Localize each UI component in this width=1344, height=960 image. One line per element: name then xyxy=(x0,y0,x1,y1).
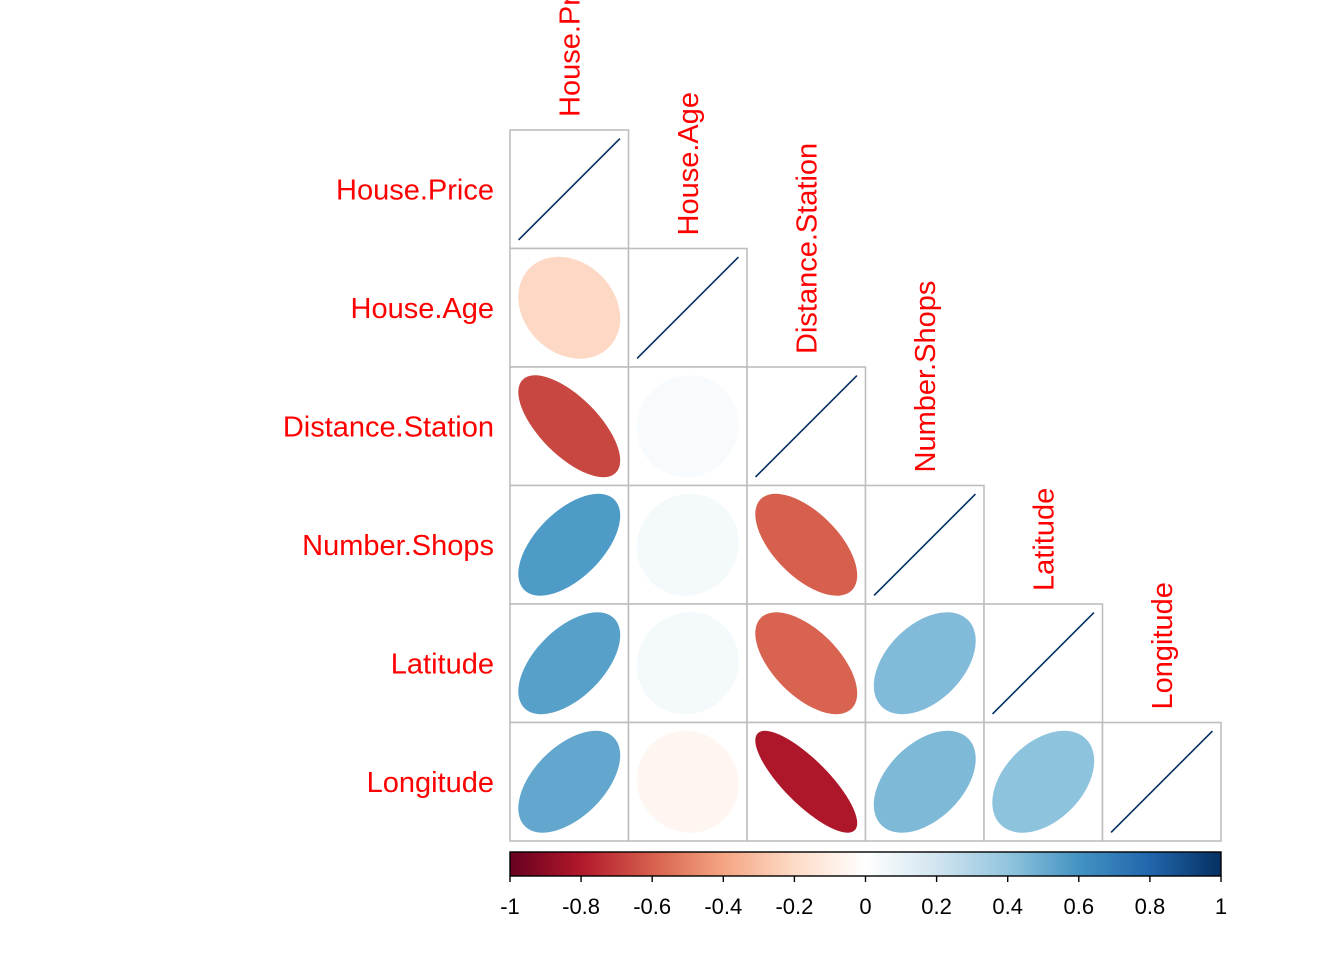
diagonal-line-mark xyxy=(636,256,740,360)
cell-latitude-distance-station xyxy=(746,603,867,724)
colorbar-tick-label: 0.6 xyxy=(1064,894,1095,919)
ellipse-mark xyxy=(636,375,739,478)
cell-distance-station-distance-station xyxy=(746,366,867,487)
colorbar: -1 -0.8 -0.6 -0.4 -0.2 0 0.2 0.4 0.6 0.8 1 xyxy=(500,851,1227,919)
row-label-house-age: House.Age xyxy=(351,293,495,325)
row-label-number-shops: Number.Shops xyxy=(302,530,494,562)
colorbar-tick-label: 0.4 xyxy=(992,894,1023,919)
cell-number-shops-distance-station xyxy=(746,484,867,605)
cell-number-shops-house-price xyxy=(509,484,630,605)
diagonal-line-mark xyxy=(754,374,858,478)
column-label-number-shops: Number.Shops xyxy=(910,281,942,473)
colorbar-gradient xyxy=(509,851,1222,877)
ellipse-mark xyxy=(518,493,621,596)
colorbar-tick-label: -0.4 xyxy=(704,894,742,919)
column-label-distance-station: Distance.Station xyxy=(791,143,823,354)
cell-longitude-longitude xyxy=(1101,721,1222,842)
correlation-cells xyxy=(509,129,1222,842)
column-labels: House.Price House.Age Distance.Station Numb… xyxy=(554,0,1179,710)
ellipse-mark xyxy=(755,730,858,833)
cell-longitude-latitude xyxy=(983,721,1104,842)
cell-longitude-house-price xyxy=(509,721,630,842)
cell-longitude-house-age xyxy=(627,721,748,842)
ellipse-mark xyxy=(992,730,1095,833)
row-label-longitude: Longitude xyxy=(367,767,494,799)
diagonal-line-mark xyxy=(517,137,621,241)
ellipse-mark xyxy=(873,730,976,833)
ellipse-mark xyxy=(636,612,739,715)
row-labels: House.Price House.Age Distance.Station Numb… xyxy=(283,174,494,799)
cell-number-shops-house-age xyxy=(627,484,748,605)
column-label-latitude: Latitude xyxy=(1028,488,1060,591)
cell-longitude-distance-station xyxy=(746,721,867,842)
cell-latitude-house-price xyxy=(509,603,630,724)
cell-house-age-house-age xyxy=(627,247,748,368)
colorbar-tick-label: 0.2 xyxy=(921,894,952,919)
ellipse-mark xyxy=(636,730,739,833)
ellipse-mark xyxy=(518,612,621,715)
colorbar-tick-label: -1 xyxy=(500,894,520,919)
column-label-longitude: Longitude xyxy=(1147,582,1179,709)
cell-latitude-latitude xyxy=(983,603,1104,724)
ellipse-mark xyxy=(755,612,858,715)
ellipse-mark xyxy=(636,493,739,596)
cell-house-age-house-price xyxy=(509,247,630,368)
colorbar-tick-label: 1 xyxy=(1215,894,1227,919)
diagonal-line-mark xyxy=(1110,730,1214,834)
cell-longitude-number-shops xyxy=(864,721,985,842)
ellipse-mark xyxy=(518,730,621,833)
row-label-distance-station: Distance.Station xyxy=(283,411,494,443)
ellipse-mark xyxy=(518,256,621,359)
ellipse-mark xyxy=(755,493,858,596)
colorbar-tick-label: 0.8 xyxy=(1135,894,1166,919)
column-label-house-price: House.Price xyxy=(554,0,586,117)
colorbar-tick-label: -0.6 xyxy=(633,894,671,919)
diagonal-line-mark xyxy=(873,493,977,597)
ellipse-mark xyxy=(873,612,976,715)
ellipse-mark xyxy=(518,375,621,478)
colorbar-tick-label: 0 xyxy=(859,894,871,919)
row-label-house-price: House.Price xyxy=(336,174,494,206)
cell-distance-station-house-price xyxy=(509,366,630,487)
cell-number-shops-number-shops xyxy=(864,484,985,605)
row-label-latitude: Latitude xyxy=(391,648,494,680)
cell-latitude-number-shops xyxy=(864,603,985,724)
colorbar-tick-label: -0.2 xyxy=(775,894,813,919)
cell-house-price-house-price xyxy=(509,129,630,250)
colorbar-tick-label: -0.8 xyxy=(562,894,600,919)
cell-distance-station-house-age xyxy=(627,366,748,487)
cell-latitude-house-age xyxy=(627,603,748,724)
diagonal-line-mark xyxy=(991,611,1095,715)
column-label-house-age: House.Age xyxy=(673,92,705,236)
